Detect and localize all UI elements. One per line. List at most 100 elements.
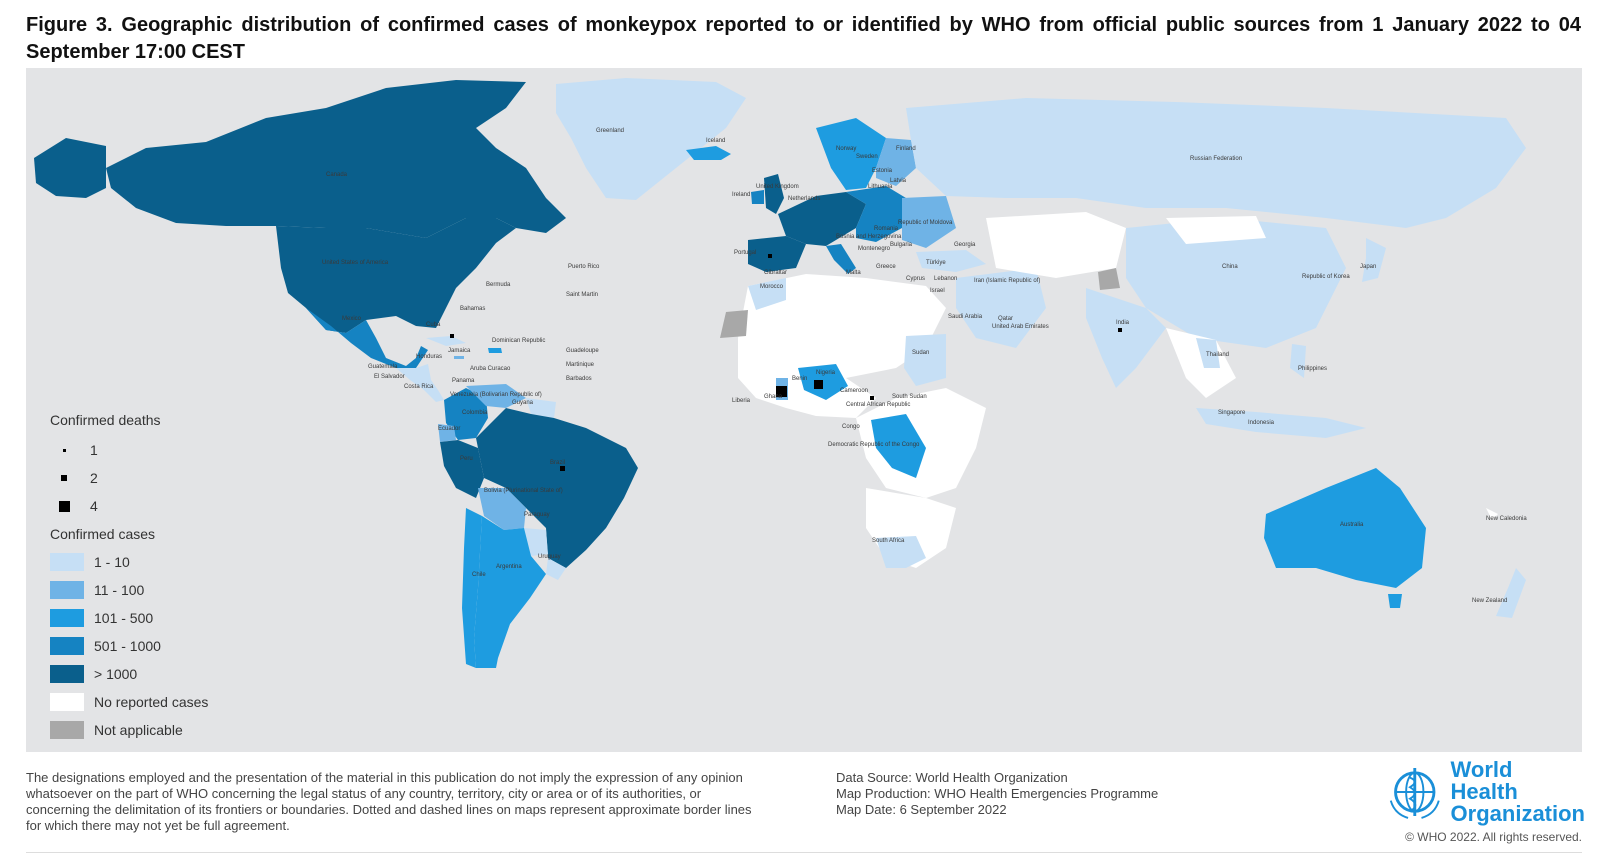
label-new-caledonia: New Caledonia — [1486, 516, 1527, 522]
region-southeast-asia — [1166, 328, 1236, 398]
country-italy — [826, 244, 856, 274]
label-jamaica: Jamaica — [448, 348, 471, 354]
label-car: Central African Republic — [846, 402, 910, 408]
label-portugal: Portugal — [734, 250, 756, 256]
label-paraguay: Paraguay — [524, 512, 550, 518]
who-wordmark-line2: Organization — [1450, 801, 1585, 826]
region-middle-east — [956, 268, 1046, 348]
map-date-line: Map Date: 6 September 2022 — [836, 802, 1007, 817]
label-dominican: Dominican Republic — [492, 338, 545, 344]
label-iran: Iran (Islamic Republic of) — [974, 278, 1040, 284]
label-honduras: Honduras — [416, 354, 442, 360]
label-usa: United States of America — [322, 260, 389, 266]
country-usa — [276, 218, 516, 333]
label-singapore: Singapore — [1218, 410, 1246, 416]
label-costa-rica: Costa Rica — [404, 384, 434, 390]
label-lebanon: Lebanon — [934, 276, 957, 282]
label-cameroon: Cameroon — [840, 388, 868, 394]
label-drc: Democratic Republic of the Congo — [828, 442, 920, 448]
country-new-zealand — [1496, 568, 1526, 618]
cases-legend-row: No reported cases — [50, 688, 270, 716]
label-uk: United Kingdom — [756, 184, 799, 190]
label-norway: Norway — [836, 146, 856, 152]
cases-legend-row: > 1000 — [50, 660, 270, 688]
country-chile — [462, 508, 482, 668]
map-legend: Confirmed deaths 1 2 4 Confirmed cases 1… — [50, 412, 270, 744]
cases-swatch — [50, 721, 84, 739]
country-guyana — [526, 398, 556, 418]
map-source-info: Data Source: World Health Organization M… — [836, 770, 1216, 818]
label-romania: Romania — [874, 226, 899, 232]
country-drc — [871, 414, 926, 478]
country-south-africa — [876, 536, 926, 568]
country-uk — [764, 174, 784, 214]
label-estonia: Estonia — [872, 168, 893, 174]
label-cuba: Cuba — [426, 322, 441, 328]
cases-legend-label: No reported cases — [94, 694, 209, 710]
label-australia: Australia — [1340, 522, 1364, 528]
label-bosnia: Bosnia and Herzegovina — [836, 234, 902, 240]
figure-title: Figure 3. Geographic distribution of con… — [26, 14, 1581, 63]
cases-swatch — [50, 581, 84, 599]
label-qatar: Qatar — [998, 316, 1013, 322]
label-saudi: Saudi Arabia — [948, 314, 983, 320]
label-guatemala: Guatemala — [368, 364, 398, 370]
label-peru: Peru — [460, 456, 473, 462]
label-netherlands: Netherlands — [788, 196, 820, 202]
label-china: China — [1222, 264, 1238, 270]
label-colombia: Colombia — [462, 410, 488, 416]
label-cyprus: Cyprus — [906, 276, 925, 282]
label-thailand: Thailand — [1206, 352, 1229, 358]
cases-legend-row: 1 - 10 — [50, 548, 270, 576]
country-argentina — [474, 516, 546, 668]
country-finland — [876, 138, 916, 186]
label-chile: Chile — [472, 572, 486, 578]
country-indonesia — [1196, 408, 1366, 438]
cases-legend-label: 101 - 500 — [94, 610, 154, 626]
label-sweden: Sweden — [856, 154, 878, 160]
footer-divider — [26, 852, 1582, 853]
label-lithuania: Lithuania — [868, 184, 893, 190]
label-aruba: Aruba Curacao — [470, 366, 511, 372]
cases-swatch — [50, 553, 84, 571]
label-saint-martin: Saint Martin — [566, 292, 598, 298]
label-canada: Canada — [326, 172, 348, 178]
label-bulgaria: Bulgaria — [890, 242, 913, 248]
country-jamaica — [454, 356, 464, 359]
death-marker-brazil — [560, 466, 565, 471]
region-eastern-europe — [902, 196, 956, 248]
country-brazil — [476, 408, 638, 568]
label-new-zealand: New Zealand — [1472, 598, 1507, 604]
country-new-caledonia — [1486, 508, 1498, 520]
death-legend-label: 4 — [90, 498, 98, 514]
label-guadeloupe: Guadeloupe — [566, 348, 599, 354]
label-georgia: Georgia — [954, 242, 976, 248]
death-mark-small-icon — [50, 448, 78, 452]
country-iceland — [686, 146, 731, 160]
cases-legend-label: > 1000 — [94, 666, 138, 682]
label-bahamas: Bahamas — [460, 306, 485, 312]
label-indonesia: Indonesia — [1248, 420, 1275, 426]
country-thailand — [1196, 338, 1220, 368]
who-wordmark: World Health Organization — [1451, 759, 1585, 825]
country-norway-sweden — [816, 118, 886, 190]
death-marker-spain — [768, 254, 772, 258]
cases-swatch — [50, 665, 84, 683]
country-usa-alaska — [34, 138, 106, 198]
country-western-sahara — [720, 310, 748, 338]
cases-swatch — [50, 693, 84, 711]
label-el-salvador: El Salvador — [374, 374, 405, 380]
label-iceland: Iceland — [706, 138, 725, 144]
death-marker-cuba — [450, 334, 454, 338]
label-bolivia: Bolivia (Plurinational State of) — [484, 488, 563, 494]
country-canada — [106, 80, 566, 238]
region-central-europe — [846, 186, 906, 242]
country-korea — [1322, 268, 1334, 284]
death-mark-large-icon — [50, 500, 78, 512]
who-logo: World Health Organization — [1385, 759, 1585, 825]
data-source-line: Data Source: World Health Organization — [836, 770, 1068, 785]
country-morocco — [748, 278, 786, 310]
country-mongolia — [1166, 216, 1266, 244]
country-sudan — [904, 334, 946, 386]
label-martinique: Martinique — [566, 362, 595, 368]
